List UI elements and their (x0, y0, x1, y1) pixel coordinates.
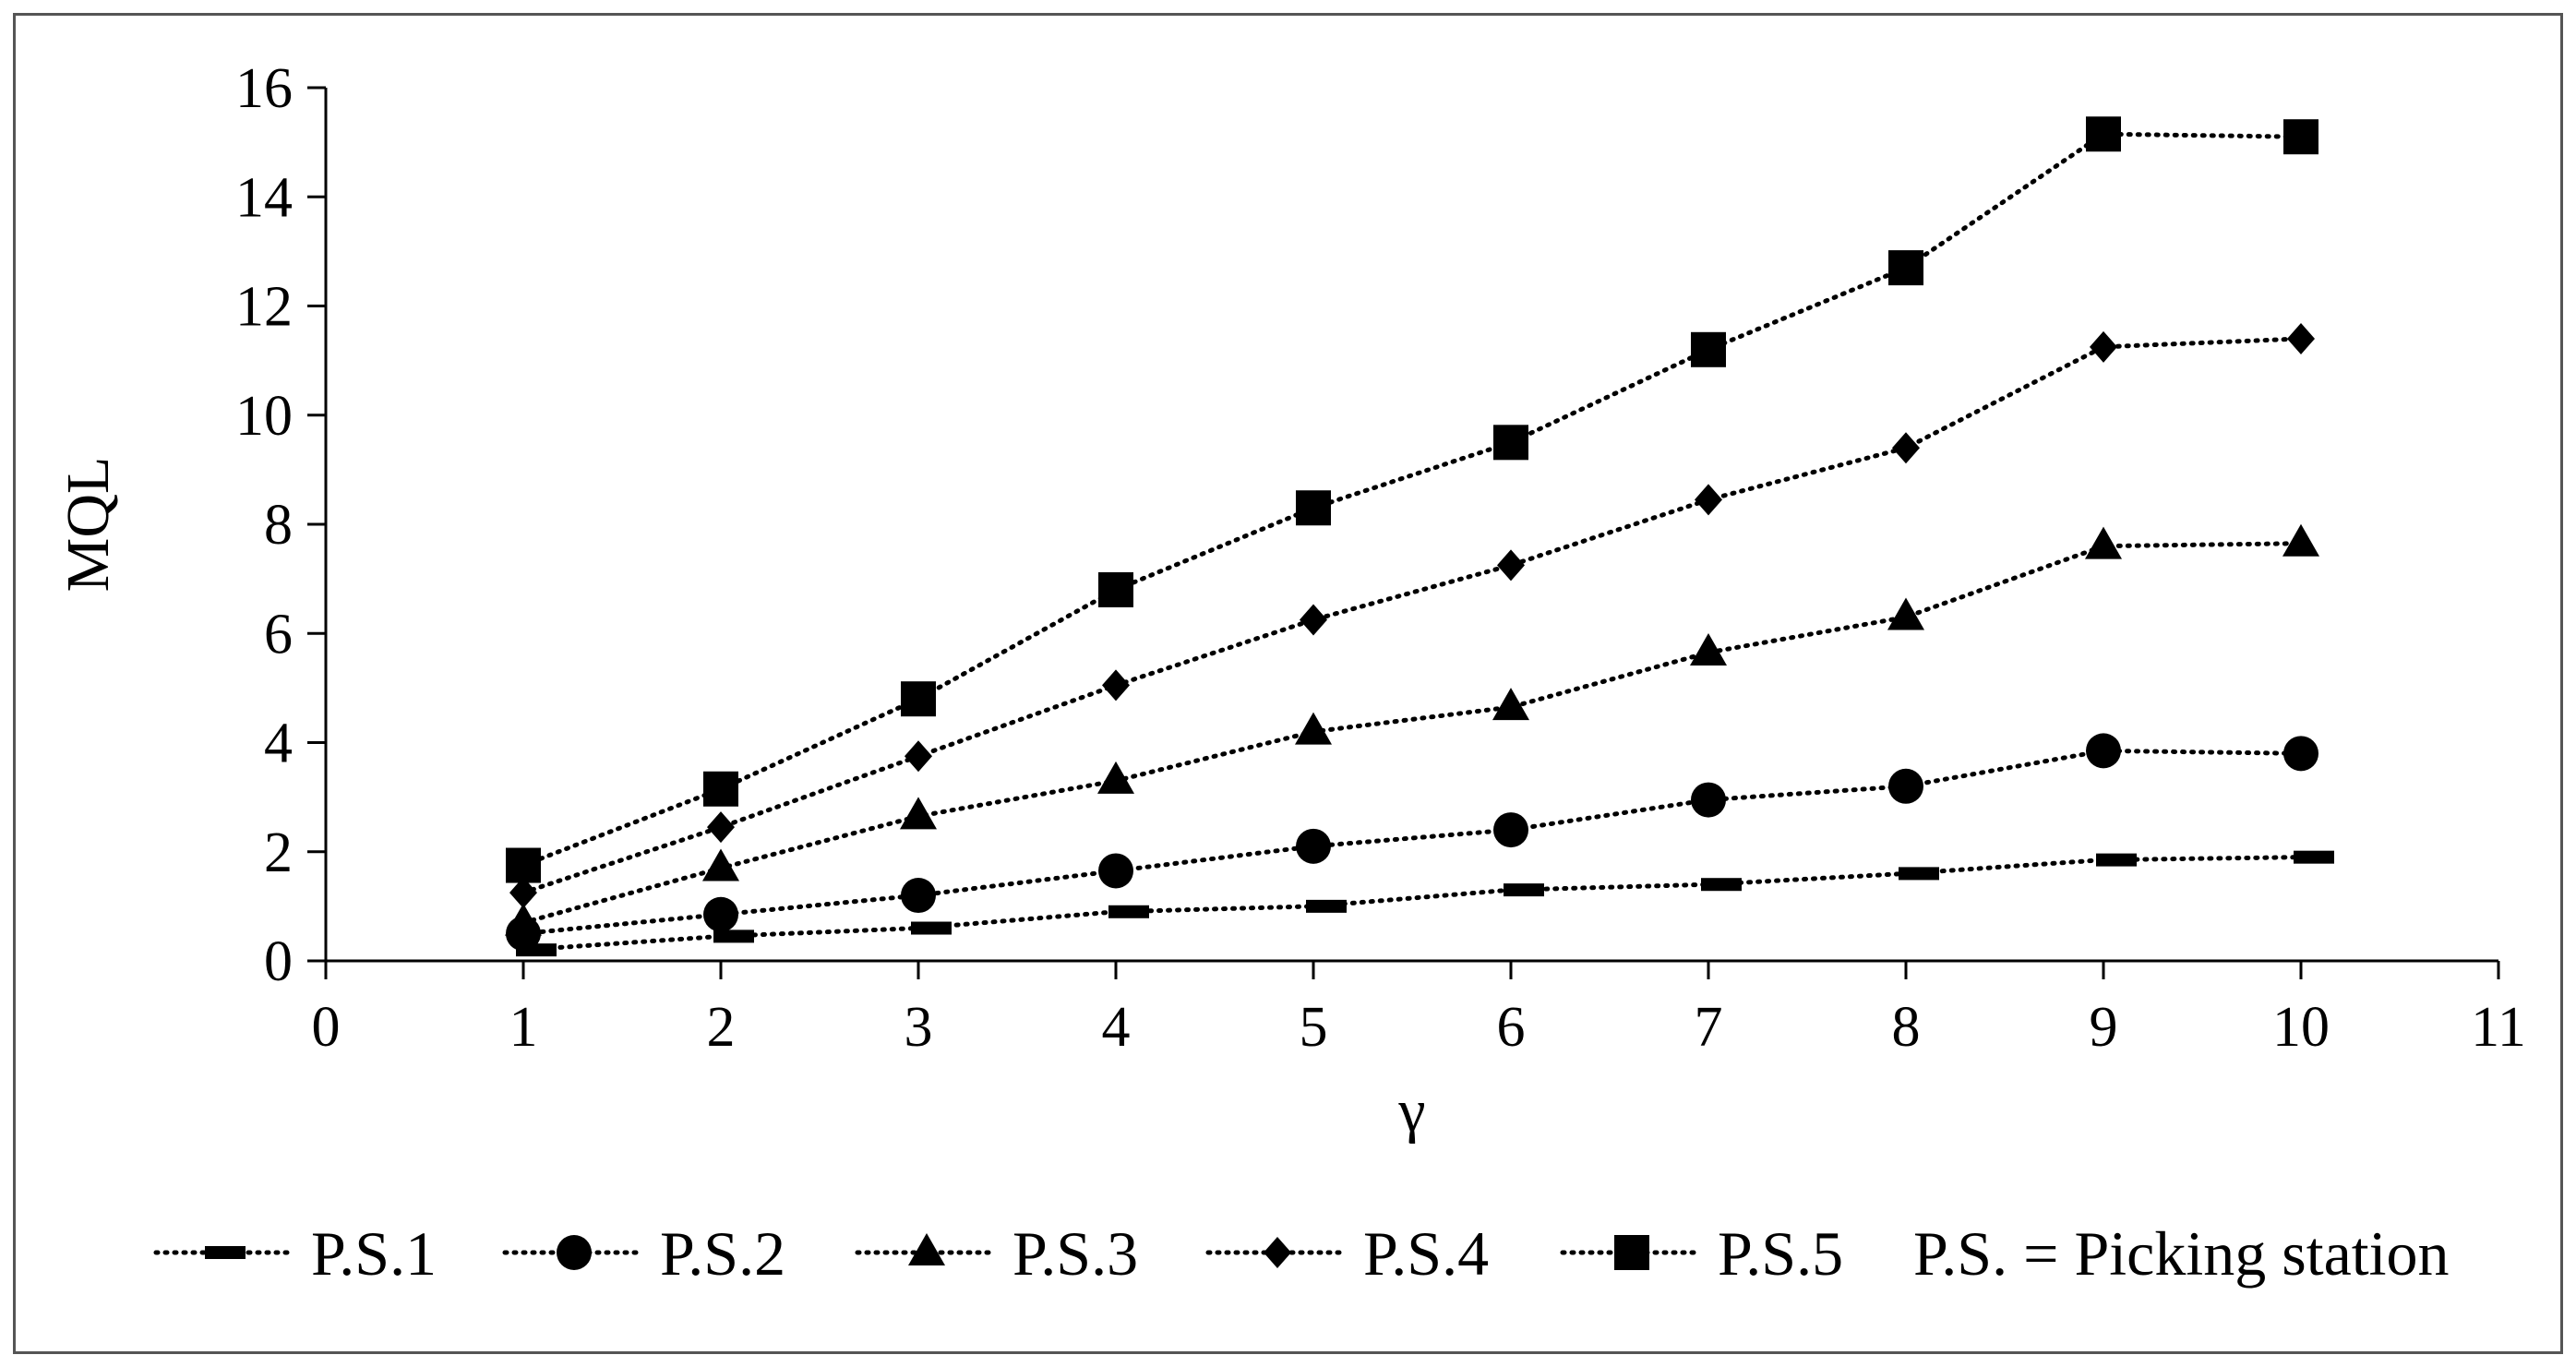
legend-label-p-s-1: P.S.1 (311, 1218, 437, 1289)
data-point-p-s-3 (1295, 712, 1332, 745)
data-point-p-s-5 (2283, 119, 2318, 155)
x-tick-label: 1 (509, 996, 538, 1059)
x-axis-title: γ (1397, 1077, 1425, 1145)
x-tick-label: 8 (1892, 996, 1921, 1059)
data-point-p-s-5 (506, 847, 541, 883)
data-point-p-s-2 (1296, 828, 1331, 864)
series-lines (521, 131, 2304, 953)
data-point-p-s-1 (1108, 905, 1149, 918)
data-point-p-s-5 (1888, 250, 1923, 286)
data-point-p-s-4 (1892, 432, 1920, 464)
x-tick-label: 0 (312, 996, 341, 1059)
data-point-p-s-3 (1097, 761, 1134, 794)
data-point-p-s-4 (707, 811, 735, 844)
data-point-p-s-2 (2283, 736, 2318, 772)
data-point-p-s-2 (901, 878, 936, 914)
x-tick-label: 10 (2272, 996, 2330, 1059)
data-point-p-s-5 (2086, 116, 2121, 152)
x-tick-label: 9 (2090, 996, 2118, 1059)
data-point-p-s-2 (1493, 812, 1528, 848)
data-point-p-s-5 (1691, 331, 1726, 367)
legend-label-p-s-3: P.S.3 (1012, 1218, 1138, 1289)
data-point-p-s-3 (505, 903, 542, 936)
y-tick-label: 10 (235, 385, 293, 448)
data-point-p-s-1 (911, 921, 952, 935)
data-point-p-s-5 (1296, 490, 1331, 526)
legend: P.S.1 P.S.2 P.S.3 P.S.4 P.S.5 P.S. = Picking … (153, 1218, 2450, 1289)
legend-label-p-s-2: P.S.2 (660, 1218, 785, 1289)
legend-label-p-s-4: P.S.4 (1363, 1218, 1489, 1289)
data-point-p-s-1 (2294, 850, 2334, 864)
data-point-p-s-3 (1492, 688, 1529, 721)
legend-marker-p-s-2 (557, 1235, 592, 1270)
data-point-p-s-4 (1497, 549, 1525, 582)
legend-marker-p-s-4 (1264, 1237, 1291, 1268)
legend-marker-p-s-5 (1614, 1235, 1649, 1270)
data-point-p-s-4 (905, 740, 932, 773)
legend-marker-p-s-3 (908, 1233, 945, 1265)
x-tick-label: 6 (1497, 996, 1526, 1059)
series-line-p-s-4 (521, 336, 2304, 895)
data-point-p-s-1 (1306, 899, 1347, 913)
y-tick-label: 6 (264, 603, 293, 666)
data-point-p-s-4 (2287, 322, 2315, 354)
data-point-p-s-4 (509, 877, 537, 909)
y-axis-title: MQL (54, 457, 122, 593)
data-point-p-s-2 (1888, 768, 1923, 804)
y-tick-label: 16 (235, 57, 293, 120)
data-point-p-s-3 (702, 848, 739, 881)
data-point-p-s-2 (703, 896, 738, 932)
data-point-p-s-1 (2096, 853, 2137, 867)
x-tick-label: 11 (2471, 996, 2526, 1059)
data-point-p-s-2 (1098, 853, 1133, 889)
data-point-p-s-2 (2086, 733, 2121, 769)
data-point-p-s-3 (1690, 632, 1727, 666)
data-point-p-s-5 (1098, 571, 1133, 607)
data-point-p-s-1 (713, 929, 754, 943)
data-point-p-s-4 (2090, 330, 2117, 363)
data-point-p-s-4 (1300, 604, 1327, 636)
data-point-p-s-5 (1493, 425, 1528, 461)
series-markers (505, 116, 2334, 957)
data-point-p-s-3 (900, 797, 937, 830)
data-point-p-s-1 (1701, 878, 1742, 892)
y-tick-label: 8 (264, 494, 293, 557)
data-point-p-s-4 (1695, 484, 1722, 516)
data-point-p-s-1 (1899, 867, 1939, 881)
x-tick-label: 5 (1300, 996, 1328, 1059)
series-line-p-s-2 (521, 748, 2304, 936)
data-point-p-s-1 (1504, 883, 1544, 897)
data-point-p-s-5 (703, 771, 738, 807)
legend-label-p-s-5: P.S.5 (1718, 1218, 1843, 1289)
y-tick-label: 14 (235, 166, 293, 229)
x-tick-label: 4 (1102, 996, 1131, 1059)
x-tick-label: 3 (905, 996, 933, 1059)
x-tick-label: 2 (707, 996, 736, 1059)
data-point-p-s-3 (1887, 597, 1924, 630)
data-point-p-s-5 (901, 681, 936, 717)
y-tick-label: 2 (264, 821, 293, 884)
series-line-p-s-5 (521, 131, 2304, 869)
y-tick-label: 12 (235, 276, 293, 339)
data-point-p-s-2 (1691, 782, 1726, 818)
data-point-p-s-4 (1102, 669, 1130, 701)
legend-note: P.S. = Picking station (1913, 1218, 2450, 1289)
series-line-p-s-3 (521, 541, 2304, 926)
chart-frame: 0 2 4 6 8 10 12 14 16 0 1 2 3 4 5 6 7 8 9 10 11 γ MQL P.S.1 P… (13, 13, 2563, 1354)
y-tick-label: 4 (264, 713, 293, 775)
series-line-p-s-1 (521, 855, 2304, 953)
legend-marker-p-s-1 (205, 1246, 246, 1259)
data-point-p-s-3 (2085, 526, 2122, 559)
x-tick-label: 7 (1695, 996, 1723, 1059)
data-point-p-s-3 (2282, 523, 2319, 557)
y-tick-label: 0 (264, 930, 293, 993)
